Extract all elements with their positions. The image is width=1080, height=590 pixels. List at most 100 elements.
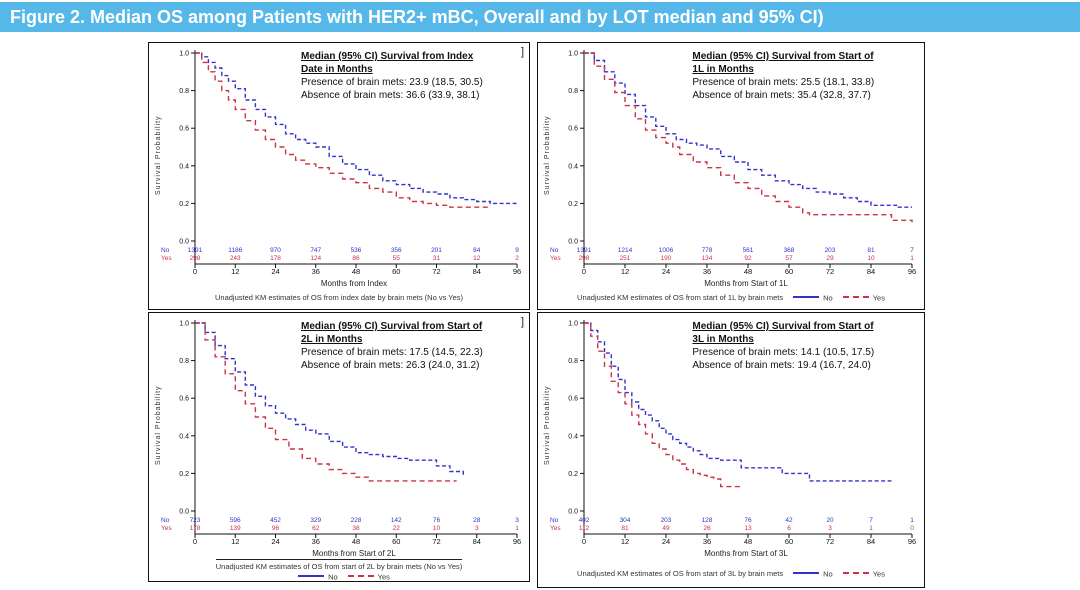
panel-caption: Unadjusted KM estimates of OS from start… [542,293,920,303]
at-risk-count-no: 142 [391,517,402,524]
at-risk-count-no: 1 [910,517,914,524]
x-tick-label: 12 [621,267,629,276]
x-tick-label: 12 [621,537,629,546]
km-panel-2l: 1.0 0.8 0.6 0.4 0.2 0.0 0 723 178 12 596 139 24 452 96… [148,312,530,582]
at-risk-row-label-yes: Yes [161,525,172,532]
km-panel-3l: 1.0 0.8 0.6 0.4 0.2 0.0 0 402 112 12 304 81 24 203 49 3… [537,312,925,588]
figure-title-bar: Figure 2. Median OS among Patients with … [0,2,1080,32]
x-tick-label: 72 [826,537,834,546]
annotation-title-line2: 2L in Months [301,334,363,345]
x-tick-label: 72 [432,267,440,276]
x-tick-label: 96 [513,537,521,546]
at-risk-count-no: 7 [869,517,873,524]
at-risk-count-yes: 10 [433,525,441,532]
annotation-presence: Presence of brain mets: 23.9 (18.5, 30.5… [301,77,483,88]
y-tick-label: 0.6 [179,126,189,133]
caption-text: Unadjusted KM estimates of OS from start… [577,293,784,302]
at-risk-row-label-no: No [550,517,559,524]
at-risk-count-no: 1214 [618,247,633,254]
at-risk-count-yes: 3 [475,525,479,532]
y-tick-label: 0.8 [568,358,578,365]
x-axis-label: Months from Start of 2L [312,549,396,558]
legend-no-label: No [823,569,833,579]
at-risk-count-no: 1006 [659,247,674,254]
at-risk-count-yes: 298 [579,255,590,262]
at-risk-count-no: 1186 [228,247,242,254]
at-risk-count-no: 1391 [577,247,592,254]
x-tick-label: 48 [744,537,752,546]
x-tick-label: 96 [513,267,521,276]
caption-text: Unadjusted KM estimates of OS from start… [577,569,784,578]
at-risk-count-no: 76 [433,517,441,524]
at-risk-count-no: 368 [784,247,795,254]
x-tick-label: 0 [193,537,197,546]
at-risk-count-no: 304 [620,517,631,524]
at-risk-count-yes: 298 [190,255,201,262]
at-risk-count-no: 228 [351,517,362,524]
x-tick-label: 60 [785,537,793,546]
annotation-absence: Absence of brain mets: 26.3 (24.0, 31.2) [301,360,480,371]
at-risk-count-no: 778 [702,247,713,254]
at-risk-count-yes: 178 [190,525,201,532]
x-tick-label: 12 [231,537,239,546]
caption-text: Unadjusted KM estimates of OS from start… [215,559,463,571]
x-tick-label: 36 [312,537,320,546]
y-tick-label: 0.4 [179,163,189,170]
y-tick-label: 1.0 [179,321,189,328]
at-risk-count-no: 1391 [188,247,203,254]
annotation-absence: Absence of brain mets: 36.6 (33.9, 38.1) [301,90,480,101]
km-curve-no [195,52,518,206]
x-tick-label: 72 [826,267,834,276]
at-risk-count-no: 20 [826,517,834,524]
at-risk-count-no: 9 [515,247,519,254]
legend-yes-label: Yes [377,572,390,582]
at-risk-count-yes: 55 [393,255,401,262]
x-tick-label: 72 [432,537,440,546]
x-tick-label: 84 [473,537,481,546]
legend-yes-label: Yes [872,569,885,579]
legend-no-label: No [823,293,833,303]
x-tick-label: 96 [908,267,916,276]
at-risk-count-yes: 29 [826,255,834,262]
y-tick-label: 0.8 [179,88,189,95]
y-axis-label: Survival Probability [155,385,162,465]
annotation-box: Median (95% CI) Survival from Start of 2… [301,320,523,372]
at-risk-count-no: 561 [743,247,754,254]
legend-no-label: No [328,572,338,582]
at-risk-count-yes: 1 [515,525,519,532]
annotation-absence: Absence of brain mets: 35.4 (32.8, 37.7) [692,90,871,101]
legend-no-line [793,572,820,575]
annotation-box: Median (95% CI) Survival from Index Date… [301,50,523,102]
x-tick-label: 48 [352,267,360,276]
x-axis-label: Months from Start of 1L [704,279,788,288]
x-tick-label: 60 [392,537,400,546]
km-curve-no [584,52,912,208]
x-axis-label: Months from Index [320,279,388,288]
artifact-bracket: ] [520,316,524,328]
at-risk-row-label-yes: Yes [550,525,561,532]
at-risk-count-yes: 22 [393,525,401,532]
y-tick-label: 0.0 [179,239,189,246]
y-tick-label: 0.2 [179,201,189,208]
at-risk-count-yes: 112 [579,525,590,532]
annotation-presence: Presence of brain mets: 17.5 (14.5, 22.3… [301,347,483,358]
km-curve-no [195,322,464,476]
at-risk-count-no: 3 [515,517,519,524]
y-tick-label: 0.0 [568,509,578,516]
at-risk-row-label-no: No [550,247,559,254]
y-tick-label: 0.6 [179,396,189,403]
km-panel-1l: 1.0 0.8 0.6 0.4 0.2 0.0 0 1391 298 12 1214 251 24 100… [537,42,925,310]
at-risk-count-no: 42 [785,517,793,524]
at-risk-row-label-no: No [161,247,170,254]
y-axis-label: Survival Probability [544,385,551,465]
x-tick-label: 84 [867,267,875,276]
at-risk-count-yes: 139 [230,525,241,532]
y-tick-label: 0.8 [568,88,578,95]
at-risk-count-yes: 190 [661,255,672,262]
km-plot: 1.00.80.60.40.20.00402112123048124203493… [550,320,916,546]
at-risk-count-yes: 251 [620,255,631,262]
at-risk-row-label-no: No [161,517,170,524]
at-risk-row-label-yes: Yes [161,255,172,262]
y-tick-label: 0.4 [568,163,578,170]
